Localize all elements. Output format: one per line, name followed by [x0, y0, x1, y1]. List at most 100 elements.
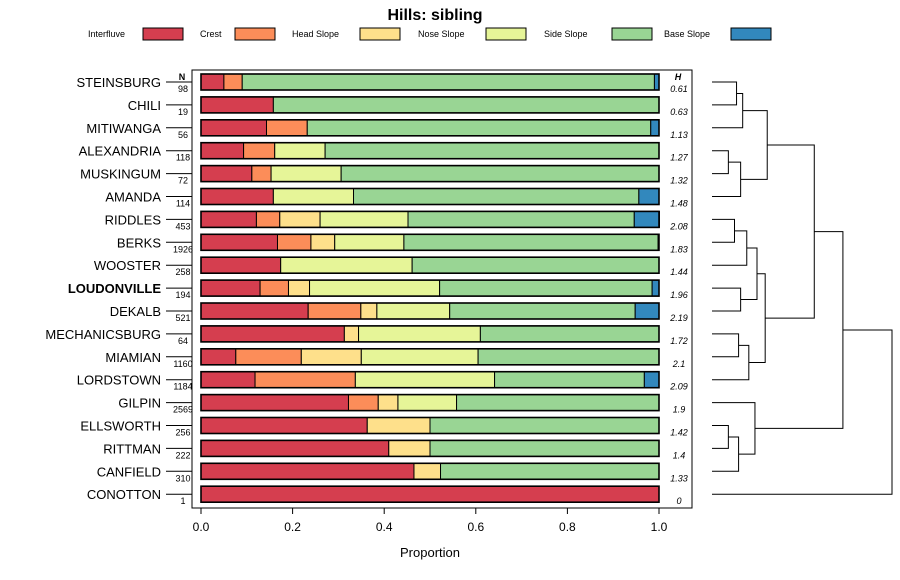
- n-value-dekalb: 521: [175, 313, 190, 323]
- bar-segment-loudonville-interfluve: [200, 279, 261, 297]
- dendrogram-branch: [712, 81, 738, 106]
- bar-segment-conotton-interfluve: [200, 485, 660, 503]
- row-label-miamian: MIAMIAN: [105, 350, 161, 365]
- bar-segment-rittman-head-slope: [388, 439, 431, 457]
- legend-swatch-crest: [234, 27, 276, 41]
- bar-row-canfield: [200, 462, 660, 481]
- bar-outline-miamian: [200, 347, 660, 366]
- dendrogram-branch: [712, 150, 729, 175]
- h-value-miamian: 2.1: [672, 359, 686, 369]
- bar-segment-berks-side-slope: [403, 233, 659, 251]
- h-value-alexandria: 1.27: [670, 153, 689, 163]
- plot-frame: [191, 69, 693, 509]
- bar-segment-muskingum-crest: [251, 165, 272, 183]
- x-tick-label: 0.0: [193, 520, 210, 534]
- bar-segment-gilpin-head-slope: [377, 394, 399, 412]
- bar-segment-riddles-base-slope: [633, 210, 660, 228]
- row-label-alexandria: ALEXANDRIA: [79, 144, 162, 159]
- legend-label-base-slope: Base Slope: [664, 29, 710, 39]
- bar-segment-wooster-nose-slope: [280, 256, 413, 274]
- bar-row-mitiwanga: [200, 119, 660, 137]
- legend: Interfluve Crest Head Slope Nose Slope Side …: [88, 27, 772, 41]
- bar-segment-berks-crest: [276, 233, 312, 251]
- h-value-muskingum: 1.32: [670, 176, 688, 186]
- x-axis: Proportion 0.0 0.2 0.4 0.6 0.8 1.0: [193, 508, 668, 560]
- n-value-canfield: 310: [175, 473, 190, 483]
- legend-label-crest: Crest: [200, 29, 222, 39]
- bar-segment-gilpin-side-slope: [456, 394, 660, 412]
- n-value-gilpin: 2569: [173, 405, 193, 415]
- bar-segment-muskingum-side-slope: [340, 165, 660, 183]
- bar-segment-dekalb-side-slope: [449, 302, 636, 320]
- x-tick-label: 1.0: [651, 520, 668, 534]
- bar-segment-rittman-interfluve: [200, 439, 390, 457]
- bar-segment-gilpin-crest: [347, 394, 379, 412]
- bar-segment-mechanicsburg-nose-slope: [358, 325, 481, 343]
- n-column: N 98195611872114453192625819452164116011…: [173, 72, 193, 506]
- row-label-rittman: RITTMAN: [103, 441, 161, 456]
- bar-row-dekalb: [200, 302, 660, 320]
- legend-label-nose-slope: Nose Slope: [418, 29, 465, 39]
- dendrogram-branch: [740, 110, 768, 180]
- n-value-steinsburg: 98: [178, 84, 188, 94]
- bar-segment-mitiwanga-crest: [265, 119, 308, 137]
- bar-row-mechanicsburg: [200, 325, 660, 343]
- row-label-ellsworth: ELLSWORTH: [80, 419, 161, 434]
- row-label-muskingum: MUSKINGUM: [80, 167, 161, 182]
- bar-row-ellsworth: [200, 416, 660, 435]
- bar-segment-loudonville-crest: [259, 279, 289, 297]
- n-column-header: N: [179, 72, 186, 82]
- n-value-ellsworth: 256: [175, 428, 190, 438]
- bar-segment-loudonville-head-slope: [287, 279, 311, 297]
- dendrogram-branch: [754, 231, 844, 429]
- bar-outline-wooster: [200, 256, 660, 275]
- h-value-lordstown: 2.09: [669, 382, 688, 392]
- legend-swatch-base-slope: [730, 27, 772, 41]
- bar-segment-loudonville-nose-slope: [309, 279, 441, 297]
- h-value-riddles: 2.08: [669, 221, 688, 231]
- n-value-amanda: 114: [176, 199, 190, 209]
- bar-segment-berks-nose-slope: [334, 233, 405, 251]
- bar-outline-alexandria: [200, 141, 660, 160]
- bar-row-amanda: [200, 187, 660, 206]
- bar-segment-lordstown-side-slope: [494, 371, 645, 389]
- bar-segment-riddles-nose-slope: [319, 210, 409, 228]
- bar-segment-alexandria-side-slope: [324, 142, 660, 160]
- row-label-mechanicsburg: MECHANICSBURG: [45, 327, 161, 342]
- bar-segment-alexandria-interfluve: [200, 142, 245, 160]
- dendrogram-branch: [712, 329, 893, 495]
- row-label-conotton: CONOTTON: [87, 487, 161, 502]
- bar-segment-dekalb-head-slope: [360, 302, 378, 320]
- bar-segment-ellsworth-interfluve: [200, 417, 368, 434]
- bar-area: [200, 73, 660, 504]
- n-value-muskingum: 72: [178, 176, 188, 186]
- legend-label-interfluve: Interfluve: [88, 29, 125, 39]
- bar-segment-amanda-side-slope: [353, 188, 640, 205]
- h-value-loudonville: 1.96: [670, 290, 688, 300]
- dendrogram-branch: [712, 425, 729, 449]
- x-tick-label: 0.6: [467, 520, 484, 534]
- h-value-conotton: 0: [676, 496, 681, 506]
- h-value-rittman: 1.4: [673, 450, 686, 460]
- h-value-mitiwanga: 1.13: [670, 130, 688, 140]
- bar-segment-riddles-interfluve: [200, 210, 257, 228]
- n-value-loudonville: 194: [175, 290, 190, 300]
- legend-swatch-interfluve: [142, 27, 184, 41]
- row-label-loudonville: LOUDONVILLE: [68, 281, 161, 296]
- x-axis-label: Proportion: [400, 545, 460, 560]
- bar-row-alexandria: [200, 141, 660, 160]
- bar-row-gilpin: [200, 393, 660, 412]
- bar-row-conotton: [200, 485, 660, 504]
- h-column-header: H: [675, 72, 682, 82]
- row-label-mitiwanga: MITIWANGA: [86, 121, 161, 136]
- n-value-rittman: 222: [175, 450, 190, 460]
- bar-segment-lordstown-crest: [254, 371, 356, 389]
- h-value-ellsworth: 1.42: [670, 428, 688, 438]
- legend-label-side-slope: Side Slope: [544, 29, 588, 39]
- dendrogram-branch: [765, 144, 815, 319]
- row-label-berks: BERKS: [117, 235, 161, 250]
- h-value-gilpin: 1.9: [673, 405, 686, 415]
- bar-outline-berks: [200, 233, 660, 252]
- bar-row-rittman: [200, 439, 660, 458]
